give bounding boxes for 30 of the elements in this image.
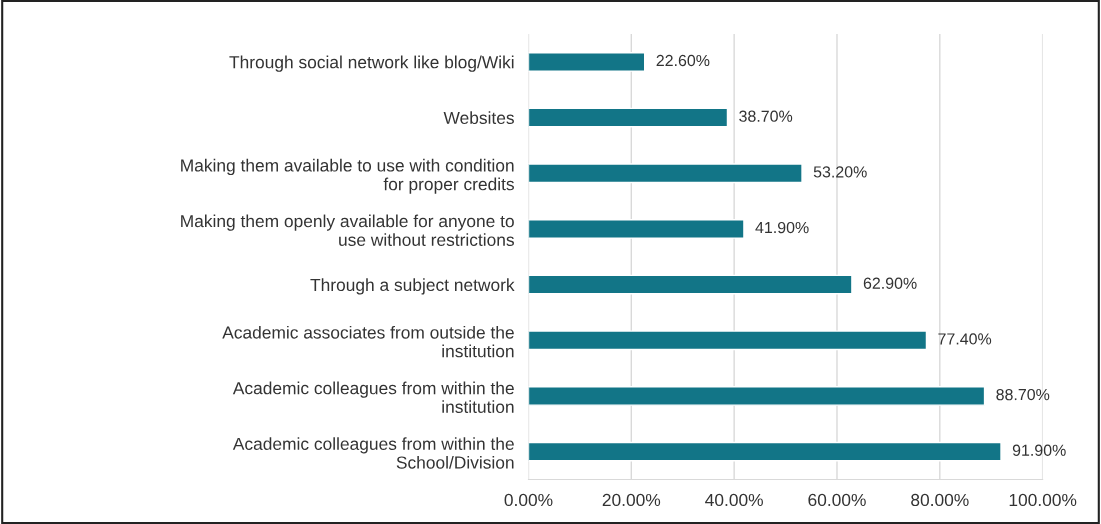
data-label: 77.40%: [938, 333, 992, 345]
x-tick-label: 80.00%: [911, 493, 969, 507]
data-label: 88.70%: [996, 388, 1050, 401]
bar: [528, 441, 1002, 462]
y-tick-label: Websites: [443, 111, 514, 125]
y-tick-label: Making them available to use with condition for proper credits: [181, 158, 514, 194]
bar: [528, 386, 986, 406]
y-tick-label: Making them openly available for anyone to use without restrictions: [181, 214, 514, 246]
bar: [528, 219, 745, 239]
data-label: 38.70%: [739, 110, 793, 122]
y-tick-label: Through a subject network: [310, 278, 515, 295]
data-label: 22.60%: [656, 54, 710, 67]
bar: [528, 52, 646, 72]
y-tick-label: Academic colleagues from within the School/Division: [232, 437, 514, 469]
x-tick-label: 100.00%: [1009, 493, 1077, 507]
x-tick-label: 60.00%: [808, 493, 866, 507]
bar: [528, 163, 803, 184]
bar: [528, 107, 729, 128]
x-tick-label: 40.00%: [705, 493, 763, 507]
data-label: 62.90%: [863, 277, 917, 289]
y-tick-label: Academic associates from outside the institution: [222, 325, 514, 358]
y-tick-label: Through social network like blog/Wiki: [229, 55, 514, 72]
x-tick-label: 0.00%: [504, 493, 553, 507]
bar: [528, 330, 928, 351]
data-label: 91.90%: [1012, 444, 1066, 456]
data-label: 41.90%: [755, 221, 809, 234]
x-tick-label: 20.00%: [602, 493, 661, 507]
data-label: 53.20%: [813, 166, 867, 178]
y-tick-label: Academic colleagues from within the institution: [232, 381, 514, 414]
bar: [528, 274, 853, 295]
